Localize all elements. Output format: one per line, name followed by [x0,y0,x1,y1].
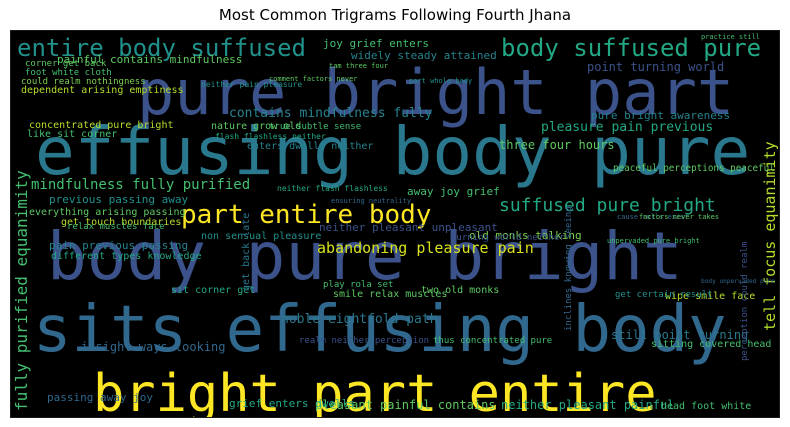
wordcloud-word: everything arising passing [29,207,186,218]
wordcloud-word: turning world neither [451,233,565,243]
wordcloud-word: dependent arising emptiness [21,85,184,96]
wordcloud-word: previous passing away [49,193,188,206]
wordcloud-word: fully purified equanimity [12,170,31,411]
wordcloud-word: get certain result [615,290,713,300]
wordcloud-word: peaceful perceptions peaceful [613,163,775,174]
wordcloud-word: non sensual pleasure [201,231,321,242]
wordcloud-word: body pure bright [47,218,683,295]
wordcloud-word: painful contains mindfulness [57,53,242,66]
wordcloud-word: pure bright part [137,56,734,129]
wordcloud-word: true subtle sense [269,122,361,132]
wordcloud-word: different types knowledge [51,251,202,262]
wordcloud-word: away joy grief [407,185,500,198]
wordcloud-word: joy grief enters [323,37,429,50]
wordcloud-word: factors never takes [639,213,719,221]
wordcloud-word: insight ways looking [81,340,226,354]
wordcloud-word: contains mindfulness fully [229,106,433,121]
wordcloud-word: unpervaded pure bright [607,237,700,245]
wordcloud-word: neither pain pleasure [201,80,302,89]
wordcloud-word: foot white cloth [25,68,112,78]
wordcloud-word: widely steady attained [351,49,497,62]
wordcloud-word: pleasure pain previous [541,120,713,135]
wordcloud-word: two old monks [421,285,499,296]
wordcloud-word: get touch boundaries [61,217,181,228]
wordcloud-word: pleasant painful contains [315,398,496,412]
wordcloud-word: wipe smile face [665,291,755,302]
wordcloud-word: thus concentrated pure [433,336,552,346]
wordcloud-word: grief enters dwells [229,397,355,410]
wordcloud-word: concentrated pure bright [29,120,174,131]
wordcloud-word: sit corner get [171,285,255,296]
wordcloud-word: point turning world [587,60,724,74]
wordcloud-word: entire body suffused [17,34,306,62]
wordcloud-word: neither pleasant painful [501,398,674,412]
wordcloud-word: sits effusing body [33,293,727,367]
wordcloud-word: flash flashless neither [215,132,326,141]
wordcloud-word: body unpervaded pure [701,278,775,285]
wordcloud-word: part entire body [181,200,431,230]
wordcloud-word: perception could realm [740,242,750,361]
wordcloud-word: head foot white [661,401,751,412]
wordcloud-word: enters dwells neither [247,141,373,152]
wordcloud-word: corner get back [25,59,107,69]
wordcloud-word: ensuring neutrality [331,197,411,205]
wordcloud-word: effusing body pure [35,113,750,190]
wordcloud-word: abandoning pleasure pain [317,239,534,257]
wordcloud-word: suffused pure bright [499,195,716,216]
wordcloud-word: cause rolls exist [617,213,689,221]
wordcloud-word: tam three four [329,62,388,70]
wordcloud-word: get back late [241,213,252,291]
wordcloud-word: realm neither perception [299,336,429,346]
wordcloud-background [11,31,779,417]
wordcloud-word: noble eightfold path [281,312,438,327]
wordcloud-word: practice still [701,33,760,41]
wordcloud-word: bright part entire [93,364,657,417]
wordcloud-word: passing away joy [47,391,153,404]
wordcloud-word: relax muscles face [67,222,165,232]
wordcloud-word: pain previous passing [49,239,188,252]
chart-title: Most Common Trigrams Following Fourth Jh… [218,6,572,24]
wordcloud-word: like sit corner [27,129,117,140]
wordcloud-word: play rola set [323,280,393,290]
wordcloud-word: three four hours [499,138,615,152]
wordcloud-word: pure bright awareness [591,109,730,122]
wordcloud-word: smile relax muscles [333,289,447,300]
wordcloud-word: could realm nothingness [21,77,146,87]
wordcloud-word: part whole body [409,77,472,85]
wordcloud-word: old monks talking [469,229,582,242]
wordcloud-word: body suffused pure [501,34,761,62]
wordcloud-frame: effusing body pure body pure bright sits e… [10,30,780,418]
wordcloud-word: sitting covered head [651,339,771,350]
wordcloud-word: neither flash flashless [277,184,388,193]
wordcloud-word: neither pleasant unpleasant [319,221,498,234]
wordcloud-word: inclines knowing seeing [564,206,574,331]
wordcloud-word: still point turning [611,328,748,342]
wordcloud-word: comment factors never [269,75,358,83]
wordcloud-word: tell focus equanimity [761,141,779,331]
wordcloud-word: nature grow old [211,121,301,132]
wordcloud-word: mindfulness fully purified [31,177,250,193]
